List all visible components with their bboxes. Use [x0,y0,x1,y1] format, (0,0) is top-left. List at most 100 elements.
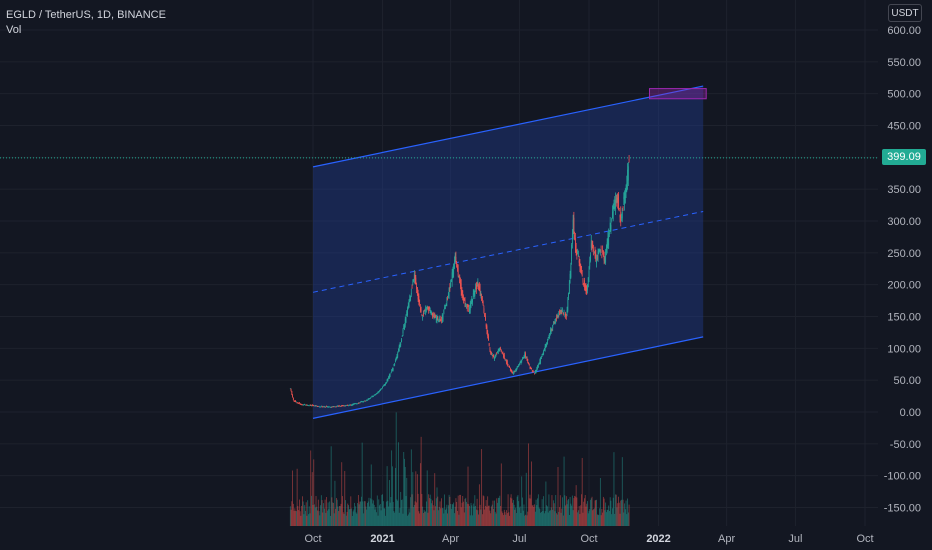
candle-body [408,300,410,308]
price-axis[interactable]: 600.00 550.00 500.00 450.00 350.00 300.00 250.… [884,25,921,515]
volume-bar [354,502,355,526]
candle-body [510,369,512,372]
candle-body [618,208,620,209]
candle-body [415,277,417,284]
volume-indicator-label[interactable]: Vol [6,24,22,36]
candle-body [339,405,340,407]
volume-bar [453,502,455,526]
volume-bar [354,506,356,526]
volume-bar [502,513,504,526]
candle-body [496,352,498,355]
volume-bar [578,505,580,526]
channel-lower-line[interactable] [312,336,704,419]
candle-body [489,348,491,351]
candle-body [295,400,297,402]
volume-bar [450,503,452,526]
volume-bar [571,505,573,526]
candle-body [519,362,521,364]
volume-bar [298,510,300,526]
candle-body [481,298,483,300]
volume-bar [624,503,625,526]
volume-bar [546,505,548,526]
volume-bar [382,501,384,526]
volume-bar [388,506,390,526]
candle-body [385,383,386,385]
target-zone-rect[interactable] [648,88,707,100]
volume-bar [623,512,625,526]
candle-body [571,244,573,262]
parallel-channel[interactable] [312,85,704,419]
volume-bar [373,500,374,526]
candle-body [407,307,408,316]
volume-bar [370,464,372,526]
candle-body [568,283,570,294]
candle-body [444,306,446,309]
volume-bar [361,442,363,526]
currency-button[interactable]: USDT [888,4,922,22]
candle-body [517,366,519,368]
candle-body [495,354,497,357]
volume-bar [375,507,377,526]
volume-bar [294,508,296,526]
volume-bar [360,496,362,526]
candle-body [571,233,573,245]
channel-mid-line[interactable] [312,210,704,293]
volume-bar [612,497,614,526]
candle-body [501,352,503,354]
symbol-title[interactable]: EGLD / TetherUS, 1D, BINANCE [6,9,166,21]
volume-bar [303,514,305,526]
candle-body [366,400,368,401]
volume-bar [444,509,446,526]
candle-body [298,402,300,404]
volume-bar [490,513,492,526]
channel-upper-line[interactable] [312,85,704,168]
candle-body [291,391,293,395]
candle-body [557,316,559,317]
volume-bar [396,499,398,526]
time-tick-label: Oct [580,533,597,545]
candle-body [335,406,337,408]
last-price-tag: 399.09 [882,149,926,165]
candle-body [360,401,362,403]
volume-bar [468,504,470,526]
candle-body [375,394,377,396]
candle-body [360,401,362,403]
candle-body [429,306,430,310]
volume-bar [511,498,513,526]
candle-body [596,255,598,259]
volume-bar [400,491,402,526]
volume-bar [514,509,516,526]
volume-bar [506,513,508,526]
candle-body [587,284,588,291]
candle-body [491,354,493,356]
candle-body [544,346,546,350]
volume-bar [462,495,464,526]
volume-bar [625,500,627,526]
volume-bar [455,498,457,526]
time-axis[interactable]: Oct 2021 Apr Jul Oct 2022 Apr Jul Oct [304,533,873,545]
volume-bar [460,494,461,526]
target-zone-box[interactable] [648,88,707,100]
volume-bar [618,496,619,526]
candle-body [316,405,318,407]
volume-bar [505,514,507,526]
volume-bar [564,495,566,526]
price-tick-label: 600.00 [887,25,921,37]
volume-bar [448,494,450,526]
candle-body [443,309,445,314]
candle-body [488,343,490,346]
volume-bar [424,511,426,526]
volume-bar [406,477,408,526]
volume-bar [596,514,598,526]
volume-bar [339,506,340,526]
candle-body [442,314,444,320]
candle-body [351,404,352,406]
volume-bar [519,506,521,526]
candle-body [532,370,534,372]
volume-bar [368,497,370,526]
candle-body [395,357,397,359]
candle-body [315,405,317,407]
volume-bar [327,502,329,526]
candle-body [423,313,424,315]
